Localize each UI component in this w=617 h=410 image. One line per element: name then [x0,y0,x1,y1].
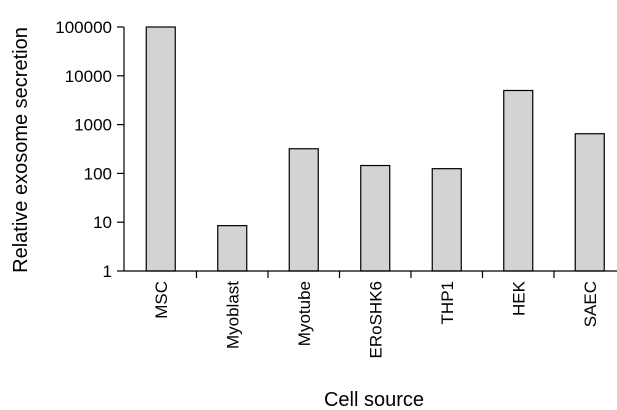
x-tick-label-msc: MSC [152,281,171,319]
bar-eroshk6 [360,164,391,272]
x-tick-label-myotube: Myotube [295,281,314,346]
x-tick-label-saec: SAEC [581,281,600,327]
x-tick-label-myoblast: Myoblast [223,281,242,349]
bar-myoblast [217,225,248,272]
y-tick-label: 100000 [55,18,112,37]
y-axis-title: Relative exosome secretion [10,27,32,273]
x-tick-label-eroshk6: ERoSHK6 [366,281,385,358]
x-axis-title: Cell source [324,389,424,410]
bar-thp1 [431,168,462,272]
y-tick-label: 1 [103,262,112,281]
y-tick-label: 10 [93,213,112,232]
bar-saec [574,133,605,272]
bars-layer [145,26,605,272]
bar-myotube [288,148,319,272]
y-ticks-layer: 1 10 100 1000 10000 100000 [55,18,124,281]
y-tick-label: 100 [84,164,112,183]
y-tick-label: 10000 [65,67,112,86]
x-tick-label-thp1: THP1 [438,281,457,324]
bar-hek [503,89,534,272]
x-labels-layer: MSC Myoblast Myotube ERoSHK6 THP1 HEK SAEC [152,280,600,358]
x-tick-label-hek: HEK [509,280,528,316]
bar-msc [145,26,176,272]
x-ticks-layer [195,271,555,278]
y-tick-label: 1000 [74,116,112,135]
